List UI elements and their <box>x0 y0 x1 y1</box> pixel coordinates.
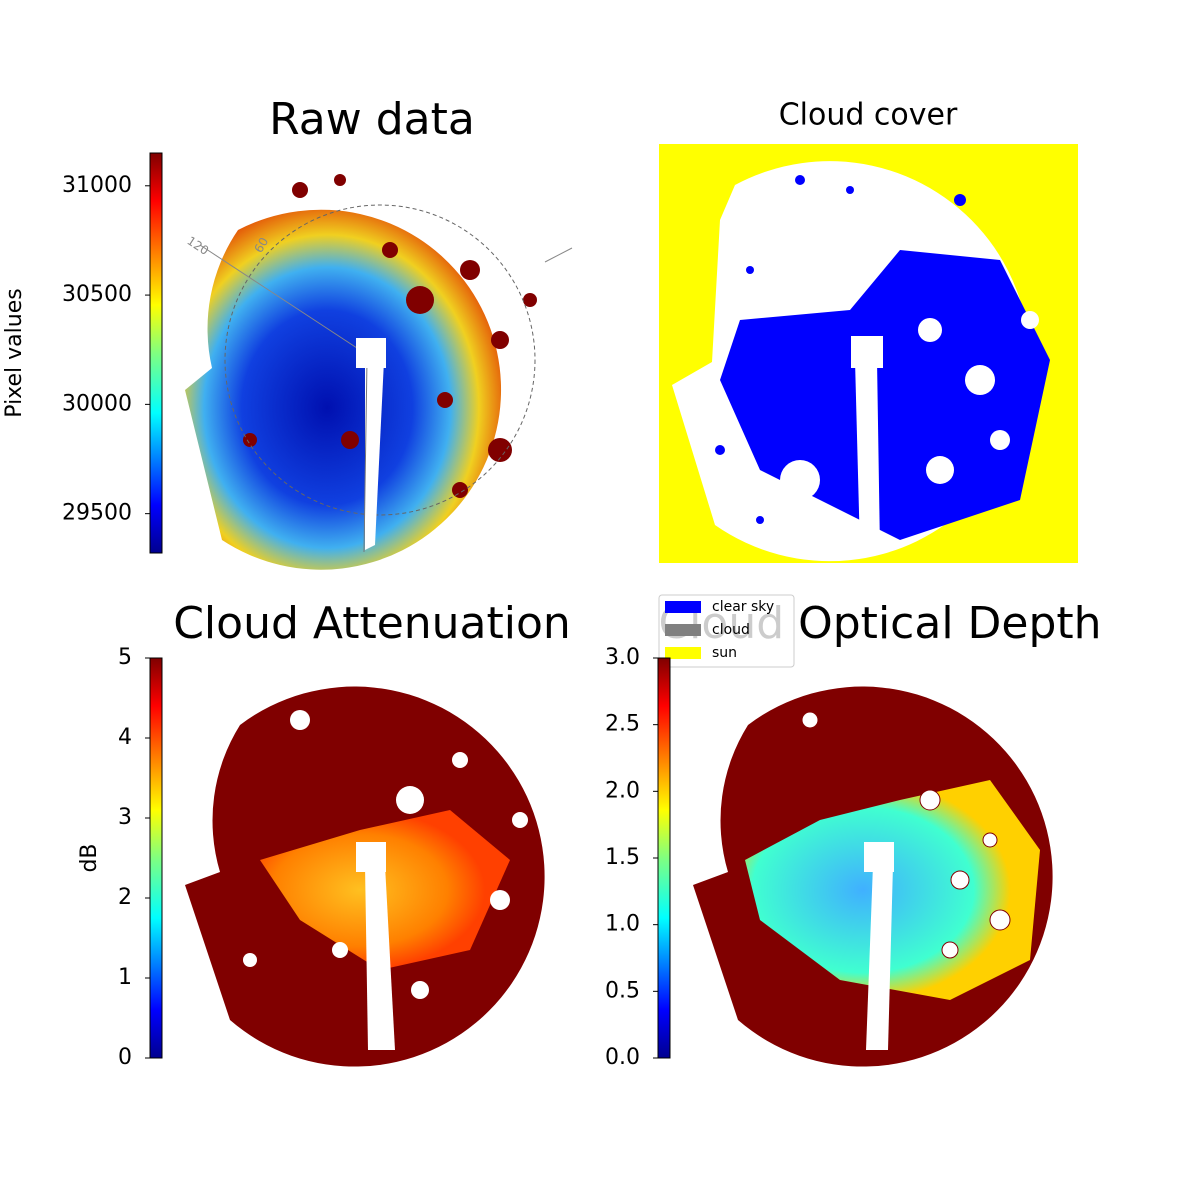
polar-label: 60 <box>252 235 272 255</box>
tick-label: 2.5 <box>605 712 640 737</box>
tick-label: 0.0 <box>605 1045 640 1070</box>
tick-label: 1 <box>118 965 132 990</box>
tick-label: 4 <box>118 725 132 750</box>
tick-label: 3 <box>118 805 132 830</box>
colorbar-label: dB <box>77 843 102 872</box>
colorbar <box>657 657 671 1059</box>
legend-swatch <box>665 601 701 613</box>
tick-label: 5 <box>118 645 132 670</box>
tick-label: 31000 <box>62 173 132 198</box>
panel-title: Raw data <box>269 94 475 145</box>
tick-label: 30000 <box>62 391 132 416</box>
polar-label: 120 <box>184 234 211 258</box>
tick-label: 3.0 <box>605 645 640 670</box>
raw-image <box>185 174 573 570</box>
tick-label: 1.0 <box>605 912 640 937</box>
colorbar <box>149 657 163 1059</box>
optical-depth-image <box>693 686 1053 1067</box>
colorbar <box>149 152 163 554</box>
tick-label: 0 <box>118 1045 132 1070</box>
tick-label: 30500 <box>62 282 132 307</box>
legend-swatch <box>665 647 701 659</box>
panel-title: Cloud cover <box>779 98 958 133</box>
legend-label: clear sky <box>712 599 774 615</box>
legend-label: sun <box>712 645 737 661</box>
cloud-cover-image <box>659 144 1078 563</box>
tick-label: 0.5 <box>605 978 640 1003</box>
tick-label: 29500 <box>62 501 132 526</box>
tick-label: 2.0 <box>605 778 640 803</box>
legend-swatch <box>665 624 701 636</box>
tick-label: 1.5 <box>605 845 640 870</box>
legend-label: cloud <box>712 622 750 638</box>
attenuation-image <box>185 686 545 1067</box>
tick-label: 2 <box>118 885 132 910</box>
colorbar-label: Pixel values <box>2 288 27 417</box>
panel-title: Cloud Attenuation <box>173 598 571 649</box>
